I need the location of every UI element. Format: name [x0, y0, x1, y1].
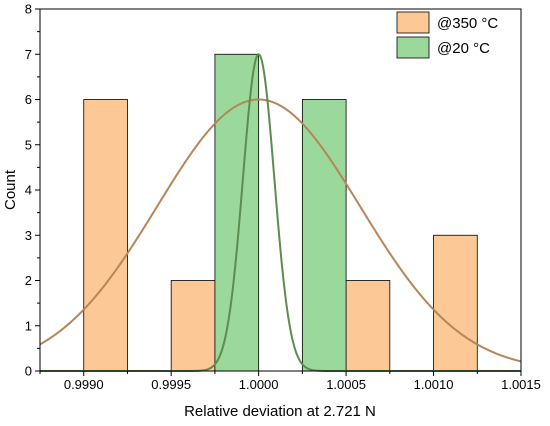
x-axis: 0.9990 0.9995 1.0000 1.0005 1.0010 1.0015 — [39, 371, 541, 392]
bar-series1-bin1 — [301, 99, 347, 372]
x-tick-label: 0.9995 — [151, 377, 191, 392]
bar-series0-bin0 — [83, 99, 128, 372]
y-tick-label: 8 — [25, 2, 32, 17]
x-tick-label: 0.9990 — [64, 377, 104, 392]
bar-series0-bin3 — [433, 234, 478, 372]
legend-swatch-350 — [396, 11, 430, 34]
y-tick-label: 7 — [25, 47, 32, 62]
y-tick-label: 1 — [25, 318, 32, 333]
legend-swatch-20 — [396, 36, 430, 59]
fit-curve-series0 — [39, 98, 522, 363]
bar-series0-bin1 — [170, 280, 216, 372]
y-tick-label: 3 — [25, 228, 32, 243]
x-tick-label: 1.0010 — [414, 377, 454, 392]
bar-series0-bin2 — [345, 280, 391, 372]
x-axis-title: Relative deviation at 2.721 N — [184, 403, 376, 420]
x-tick-label: 1.0005 — [326, 377, 366, 392]
legend: @350 °C @20 °C — [396, 11, 498, 59]
y-tick-label: 5 — [25, 137, 32, 152]
bars-layer — [83, 53, 478, 372]
x-tick-label: 1.0000 — [239, 377, 279, 392]
y-tick-label: 6 — [25, 92, 32, 107]
y-tick-label: 4 — [25, 183, 32, 198]
y-axis: 0 1 2 3 4 5 6 7 8 — [25, 2, 40, 379]
x-tick-label: 1.0015 — [501, 377, 541, 392]
y-axis-title: Count — [2, 169, 19, 210]
bar-series1-bin0 — [214, 53, 260, 372]
legend-label-20: @20 °C — [437, 40, 490, 57]
y-tick-label: 2 — [25, 273, 32, 288]
y-tick-label: 0 — [25, 364, 32, 379]
legend-label-350: @350 °C — [437, 15, 498, 32]
